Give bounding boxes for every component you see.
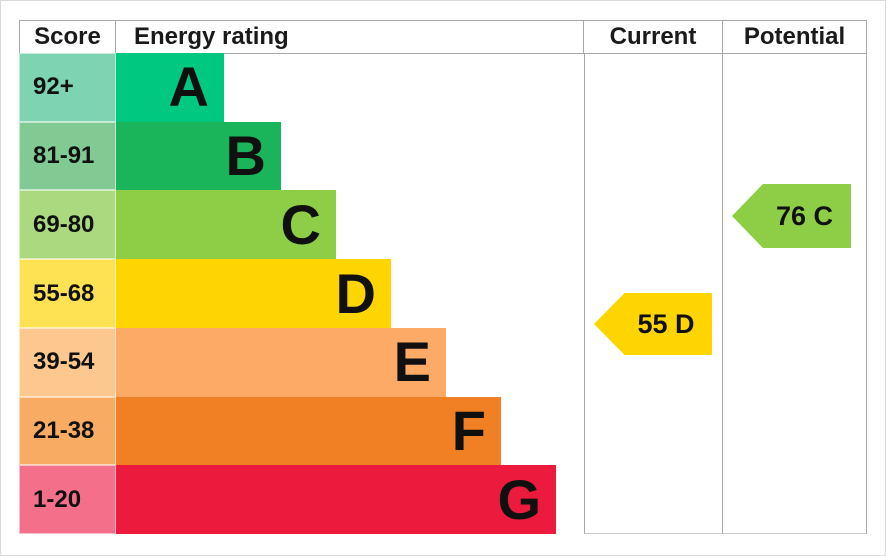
band-bar-d: D [116,259,391,328]
band-row-e: 39-54 E [19,327,556,397]
current-column [584,53,723,534]
band-bar-c: C [116,190,336,260]
band-bar-g: G [116,465,556,535]
band-row-c: 69-80 C [19,190,556,260]
header-energy-rating: Energy rating [116,21,584,53]
band-row-f: 21-38 F [19,396,556,466]
header-row: Score Energy rating Current Potential [19,20,867,54]
band-score-e: 39-54 [19,327,116,397]
potential-column [723,53,867,534]
band-score-d: 55-68 [19,259,116,328]
band-score-g: 1-20 [19,465,116,535]
header-potential: Potential [723,21,867,53]
header-current: Current [584,21,723,53]
band-score-c: 69-80 [19,190,116,260]
band-row-g: 1-20 G [19,465,556,535]
band-row-d: 55-68 D [19,259,556,328]
band-bar-b: B [116,121,281,191]
band-score-a: 92+ [19,53,116,122]
band-bar-f: F [116,396,501,466]
header-score: Score [19,21,116,53]
band-score-f: 21-38 [19,396,116,466]
band-bar-e: E [116,327,446,397]
band-rows: 92+ A 81-91 B 69-80 C 55-68 D 39-54 E 21… [19,53,556,535]
band-row-b: 81-91 B [19,121,556,191]
band-bar-a: A [116,53,224,122]
band-row-a: 92+ A [19,53,556,122]
band-score-b: 81-91 [19,121,116,191]
